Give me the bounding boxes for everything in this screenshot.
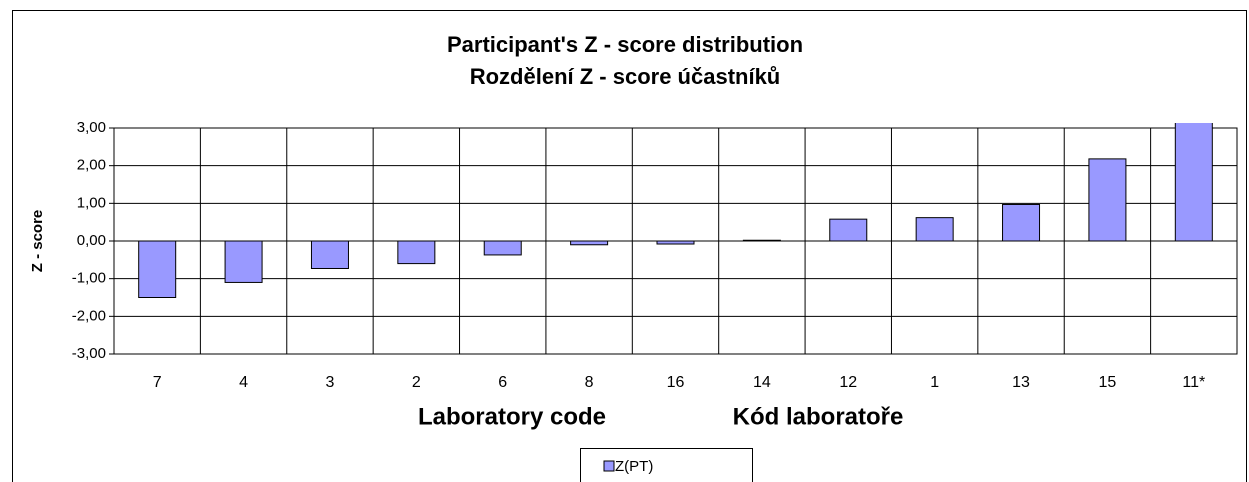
bars [138,123,1213,298]
bar [138,240,177,298]
x-tick-label: 13 [1012,374,1030,391]
bar [1088,158,1127,242]
x-tick-label: 2 [412,374,421,391]
bar [483,240,522,256]
x-axis-label: Laboratory code [418,403,606,430]
x-tick-label: 8 [585,374,594,391]
bar [1174,123,1213,242]
x-tick-label: 6 [498,374,507,391]
x-tick-label: 7 [153,374,162,391]
bar [570,240,609,246]
y-tick-label: 0,00 [77,232,106,249]
y-tick-label: 3,00 [77,119,106,136]
x-tick-label: 14 [753,374,771,391]
chart-subtitle: Rozdělení Z - score účastníků [470,64,781,89]
bar [656,240,695,245]
bar [829,218,868,242]
bar [1002,203,1041,242]
y-tick-label: 1,00 [77,194,106,211]
bar [915,217,954,242]
x-tick-label: 3 [326,374,335,391]
x-tick-label: 16 [667,374,685,391]
x-tick-label: 4 [239,374,248,391]
x-tick-label: 11* [1182,374,1205,391]
bar [310,240,349,269]
x-axis-label: Kód laboratoře [733,403,904,430]
bar [742,239,781,242]
legend-label: Z(PT) [615,458,653,475]
legend-swatch [603,460,615,472]
x-tick-label: 1 [930,374,939,391]
chart-title: Participant's Z - score distribution [447,32,803,57]
x-tick-label: 15 [1099,374,1117,391]
y-axis-label: Z - score [29,210,46,273]
bar [224,240,263,283]
x-tick-label: 12 [839,374,857,391]
y-tick-label: -3,00 [72,345,106,362]
y-tick-label: -2,00 [72,307,106,324]
bar [397,240,436,265]
y-tick-label: 2,00 [77,157,106,174]
y-tick-label: -1,00 [72,270,106,287]
